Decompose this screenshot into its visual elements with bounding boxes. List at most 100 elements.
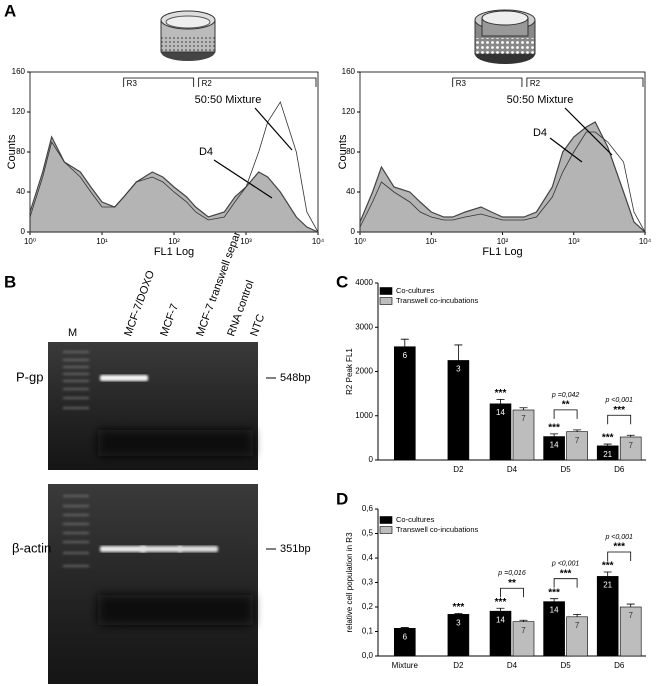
x-tick-label: 10¹ bbox=[96, 237, 108, 246]
sample-size: 7 bbox=[628, 611, 633, 620]
y-tick-label: 40 bbox=[346, 187, 355, 196]
lane-label: MCF-7 bbox=[158, 302, 181, 338]
x-tick-label: D6 bbox=[614, 465, 625, 474]
annotation-arrow bbox=[254, 107, 293, 151]
series-annotation: D4 bbox=[199, 146, 213, 158]
sample-size: 7 bbox=[628, 441, 633, 450]
sample-size: 3 bbox=[456, 365, 461, 374]
series-annotation: 50:50 Mixture bbox=[195, 94, 262, 106]
error-bar bbox=[573, 613, 582, 617]
error-bar bbox=[550, 433, 559, 437]
x-tick-label: 10⁰ bbox=[24, 237, 36, 246]
sample-size: 14 bbox=[550, 606, 559, 615]
y-tick-label: 120 bbox=[342, 107, 356, 116]
annotation-arrow bbox=[564, 107, 613, 156]
x-tick-label: D5 bbox=[560, 661, 571, 670]
comparison-bracket bbox=[607, 414, 632, 425]
gate-label: R3 bbox=[456, 79, 467, 88]
p-value: p =0,016 bbox=[497, 570, 526, 577]
comparison-bracket bbox=[500, 587, 524, 598]
bar bbox=[447, 360, 470, 461]
sample-size: 21 bbox=[603, 450, 612, 459]
series-annotation: D4 bbox=[533, 127, 547, 139]
x-axis-label: FL1 Log bbox=[154, 246, 194, 258]
row-label: β-actin bbox=[12, 540, 51, 555]
sample-size: 7 bbox=[521, 626, 526, 635]
error-bar bbox=[626, 603, 635, 607]
y-axis-label: Counts bbox=[337, 134, 349, 169]
y-axis-label: Counts bbox=[6, 134, 18, 169]
significance: *** bbox=[548, 423, 560, 434]
y-tick-label: 80 bbox=[346, 147, 355, 156]
y-tick-label: 0 bbox=[369, 455, 374, 464]
x-tick-label: 10⁴ bbox=[312, 237, 325, 246]
p-value: p <0,001 bbox=[604, 397, 633, 404]
error-bar bbox=[626, 434, 635, 437]
y-tick-label: 2000 bbox=[355, 367, 373, 376]
transwell-icon bbox=[474, 9, 536, 64]
legend-label: Transwell co-incubations bbox=[396, 296, 479, 305]
annotation-arrow bbox=[213, 159, 273, 199]
legend-label: Co-cultures bbox=[396, 515, 435, 524]
error-bar bbox=[400, 338, 409, 347]
sample-size: 7 bbox=[575, 436, 580, 445]
sample-size: 7 bbox=[521, 414, 526, 423]
legend-swatch bbox=[379, 297, 393, 305]
gate-bracket bbox=[198, 77, 317, 87]
sample-size: 14 bbox=[496, 408, 505, 417]
sample-size: 14 bbox=[496, 615, 505, 624]
y-tick-label: 0 bbox=[351, 227, 356, 236]
panel-label: D bbox=[336, 489, 348, 508]
error-bar bbox=[550, 598, 559, 602]
size-label: 548bp bbox=[280, 372, 311, 384]
area-fill bbox=[359, 121, 647, 233]
gate-label: R2 bbox=[530, 79, 541, 88]
error-bar bbox=[454, 612, 463, 615]
row-label: P-gp bbox=[16, 369, 43, 384]
size-label: 351bp bbox=[280, 543, 311, 555]
p-value: p <0,001 bbox=[604, 534, 633, 541]
significance: *** bbox=[495, 597, 507, 608]
lane-label: MCF-7/DOXO bbox=[122, 269, 157, 338]
x-tick-label: D2 bbox=[453, 465, 464, 474]
x-tick-label: D4 bbox=[507, 661, 518, 670]
gate-bracket bbox=[526, 77, 644, 87]
sample-size: 6 bbox=[403, 632, 408, 641]
x-tick-label: 10⁰ bbox=[354, 237, 366, 246]
series-annotation: 50:50 Mixture bbox=[507, 94, 574, 106]
y-tick-label: 0,1 bbox=[362, 627, 374, 636]
y-tick-label: 120 bbox=[12, 107, 26, 116]
y-tick-label: 160 bbox=[342, 67, 356, 76]
significance: *** bbox=[548, 587, 560, 598]
sample-size: 6 bbox=[403, 351, 408, 360]
legend-swatch bbox=[379, 287, 393, 295]
error-bar bbox=[519, 619, 528, 622]
y-tick-label: 0,6 bbox=[362, 504, 374, 513]
y-tick-label: 0 bbox=[21, 227, 26, 236]
y-tick-label: 0,0 bbox=[362, 651, 374, 660]
y-tick-label: 4000 bbox=[355, 278, 373, 287]
x-tick-label: 10³ bbox=[568, 237, 580, 246]
well-icon bbox=[160, 10, 216, 61]
area-fill bbox=[29, 135, 319, 233]
annotation-arrow bbox=[549, 137, 583, 163]
panel-label: C bbox=[336, 272, 348, 291]
error-bar bbox=[454, 344, 463, 361]
error-bar bbox=[519, 407, 528, 410]
gate-label: R3 bbox=[127, 79, 138, 88]
y-tick-label: 40 bbox=[16, 187, 25, 196]
gate-bracket bbox=[123, 77, 195, 87]
p-value: p =0,042 bbox=[551, 392, 580, 399]
bar bbox=[393, 346, 416, 461]
comparison-bracket bbox=[553, 409, 578, 419]
x-tick-label: 10⁴ bbox=[639, 237, 652, 246]
comparison-stars: ** bbox=[508, 578, 516, 589]
p-value: p <0,001 bbox=[551, 561, 580, 568]
legend-swatch bbox=[379, 516, 393, 524]
sample-size: 21 bbox=[603, 580, 612, 589]
significance: *** bbox=[495, 388, 507, 399]
y-axis-label: relative cell population in R3 bbox=[345, 532, 354, 633]
x-tick-label: D5 bbox=[560, 465, 571, 474]
comparison-bracket bbox=[607, 551, 632, 561]
x-tick-label: D2 bbox=[453, 661, 464, 670]
